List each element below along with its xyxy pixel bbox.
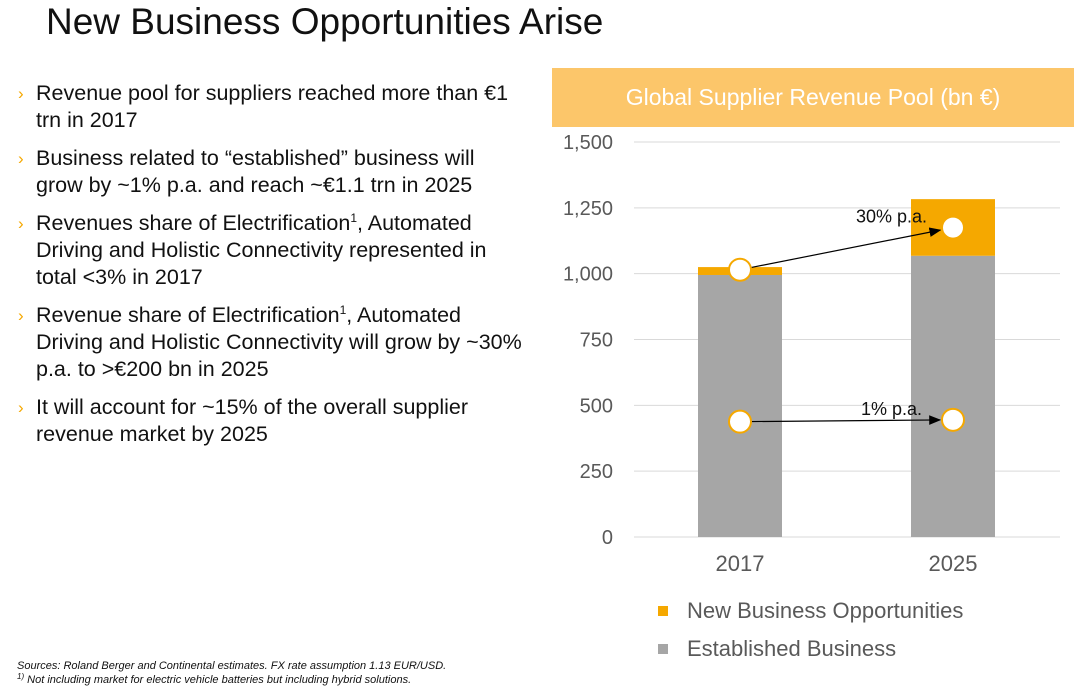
bullet-text-part: , Automated Driving and Holistic Connect… — [36, 303, 522, 381]
footnote-ref: 1 — [350, 211, 357, 225]
legend-label: New Business Opportunities — [687, 598, 964, 623]
bullet-text: Revenue share of Electrification1, Autom… — [36, 302, 523, 383]
y-tick-label: 1,500 — [563, 132, 613, 154]
bullet-text-part: It will account for ~15% of the overall … — [36, 395, 469, 446]
bullet-text: Business related to “established” busine… — [36, 145, 523, 199]
bullet-text-part: Revenues share of Electrification — [36, 211, 351, 235]
y-tick-label: 750 — [580, 330, 613, 352]
bullet-text-part: , Automated Driving and Holistic Connect… — [36, 211, 487, 289]
chart-title: Global Supplier Revenue Pool (bn €) — [625, 84, 1001, 110]
sources-note: Sources: Roland Berger and Continental e… — [17, 660, 447, 672]
growth-marker-start — [728, 257, 752, 282]
chevron-right-icon: › — [18, 306, 24, 325]
footnote-ref: 1 — [339, 303, 347, 317]
bullet-item: › Business related to “established” busin… — [18, 145, 523, 199]
footnote-text: Not including market for electric vehicl… — [24, 674, 412, 686]
bullet-item: › It will account for ~15% of the overall… — [18, 394, 523, 448]
growth-arrow — [750, 415, 942, 425]
y-tick-label: 250 — [580, 461, 613, 483]
footnote-marker: 1) — [17, 672, 25, 681]
bullet-item: › Revenue pool for suppliers reached more… — [18, 80, 523, 134]
growth-label: 30% p.a. — [856, 207, 927, 227]
bullet-text: It will account for ~15% of the overall … — [36, 394, 523, 448]
legend-swatch — [658, 606, 668, 616]
chevron-right-icon: › — [18, 214, 24, 233]
y-tick-label: 500 — [580, 395, 613, 417]
page-title: New Business Opportunities Arise — [46, 1, 604, 42]
chevron-right-icon: › — [18, 398, 24, 417]
bullet-text: Revenues share of Electrification1, Auto… — [36, 210, 523, 291]
chevron-right-icon: › — [18, 149, 24, 168]
y-tick-label: 0 — [602, 527, 613, 549]
growth-marker-end — [941, 215, 965, 240]
chart-title-banner — [552, 68, 1074, 127]
y-tick-label: 1,250 — [563, 198, 613, 220]
x-tick-label: 2017 — [716, 551, 765, 576]
bullet-text-part: Revenue share of Electrification — [36, 303, 340, 327]
bar-established-business — [911, 255, 995, 537]
chevron-right-icon: › — [18, 84, 24, 103]
legend-item: New Business Opportunities — [658, 592, 963, 630]
chart-legend: New Business Opportunities Established Bu… — [658, 592, 963, 668]
footnotes: Sources: Roland Berger and Continental e… — [17, 659, 446, 687]
x-tick-label: 2025 — [929, 551, 978, 576]
bullet-list: › Revenue pool for suppliers reached more… — [18, 80, 523, 459]
growth-marker-end — [941, 407, 965, 432]
footnote-1: 1) Not including market for electric veh… — [17, 673, 446, 687]
bullet-text-part: Revenue pool for suppliers reached more … — [36, 81, 509, 132]
legend-swatch — [658, 644, 668, 654]
bullet-text-part: Business related to “established” busine… — [36, 146, 475, 197]
growth-label: 1% p.a. — [861, 399, 922, 419]
growth-marker-start — [728, 409, 752, 434]
growth-arrow — [750, 227, 942, 269]
y-tick-label: 1,000 — [563, 264, 613, 286]
bullet-text: Revenue pool for suppliers reached more … — [36, 80, 523, 134]
bullet-item: › Revenue share of Electrification1, Auto… — [18, 302, 523, 383]
legend-item: Established Business — [658, 630, 963, 668]
bar-established-business — [698, 274, 782, 537]
bullet-item: › Revenues share of Electrification1, Aut… — [18, 210, 523, 291]
legend-label: Established Business — [687, 636, 897, 661]
